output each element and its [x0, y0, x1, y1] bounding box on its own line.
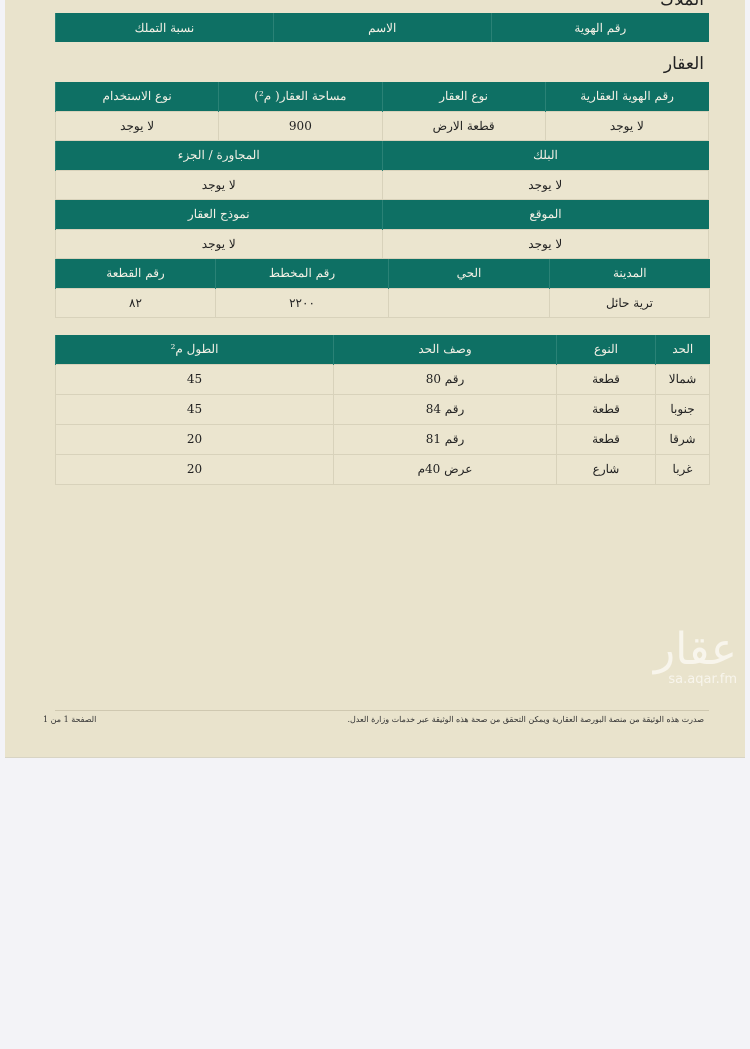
cell: 20 [55, 423, 334, 455]
footer-note: صدرت هذه الوثيقة من منصة البورصة العقاري… [347, 715, 704, 724]
header-cell: البلك [381, 141, 709, 170]
cell: غربا [655, 453, 710, 485]
table-row: غربا شارع عرض 40م 20 [55, 453, 710, 485]
value-cell: لا يوجد [544, 110, 710, 141]
value-cell: 900 [218, 110, 383, 141]
header-cell: الحي [388, 259, 550, 288]
property-table-location: الموقع نموذج العقار لا يوجد لا يوجد [55, 200, 709, 259]
property-title: العقار [663, 54, 704, 74]
header-cell: رقم الهوية العقارية [544, 82, 709, 111]
aqar-watermark-logo: عقار sa.aqar.fm [653, 624, 737, 688]
cell: 20 [55, 453, 334, 485]
value-cell: لا يوجد [381, 169, 709, 200]
table-row: شرقا قطعة رقم 81 20 [55, 423, 710, 455]
header-cell: نموذج العقار [55, 200, 382, 229]
owners-title: الملاك [660, 0, 704, 10]
value-cell: لا يوجد [55, 228, 383, 259]
document-page: الملاك رقم الهوية الاسم نسبة التملك العقار… [5, 0, 745, 758]
cell: شارع [556, 453, 656, 485]
property-table-city: المدينة الحي رقم المخطط رقم القطعة ترية حائ… [55, 259, 710, 318]
value-cell: ٢٢٠٠ [215, 287, 389, 318]
header-cell: المجاورة / الجزء [55, 141, 382, 170]
header-cell: الطول م² [55, 335, 334, 364]
cell: قطعة [556, 423, 656, 455]
cell: جنوبا [655, 393, 710, 425]
owners-header: الاسم [272, 13, 492, 42]
cell: عرض 40م [333, 453, 557, 485]
header-cell: رقم المخطط [215, 259, 389, 288]
header-cell: النوع [556, 335, 656, 364]
cell: قطعة [556, 363, 656, 395]
value-cell: لا يوجد [55, 169, 383, 200]
cell: شرقا [655, 423, 710, 455]
cell: شمالا [655, 363, 710, 395]
watermark-text: عقار [653, 624, 737, 675]
page-number: الصفحة 1 من 1 [43, 715, 97, 724]
boundaries-table: الحد النوع وصف الحد الطول م² شمالا قطعة رقم 8… [55, 335, 710, 485]
owners-header: رقم الهوية [490, 13, 709, 42]
cell: 45 [55, 363, 334, 395]
cell: رقم 84 [333, 393, 557, 425]
table-row: شمالا قطعة رقم 80 45 [55, 363, 710, 395]
header-cell: المدينة [549, 259, 710, 288]
header-cell: الموقع [381, 200, 709, 229]
cell: رقم 80 [333, 363, 557, 395]
value-cell [388, 287, 550, 318]
owners-header: نسبة التملك [55, 13, 274, 42]
header-cell: نوع العقار [381, 82, 546, 111]
cell: 45 [55, 393, 334, 425]
footer-divider [55, 710, 709, 711]
property-table-main: رقم الهوية العقارية نوع العقار مساحة العقا… [54, 82, 710, 141]
value-cell: لا يوجد [54, 110, 220, 141]
cell: رقم 81 [333, 423, 557, 455]
value-cell: قطعة الارض [381, 110, 546, 141]
cell: قطعة [556, 393, 656, 425]
header-cell: الحد [655, 335, 710, 364]
owners-table: رقم الهوية الاسم نسبة التملك [55, 13, 709, 42]
header-cell: نوع الاستخدام [54, 82, 219, 111]
value-cell: ٨٢ [55, 287, 216, 318]
value-cell: ترية حائل [549, 287, 710, 318]
watermark-url: sa.aqar.fm [668, 672, 737, 687]
header-cell: مساحة العقار( م²) [218, 82, 382, 111]
property-table-block: البلك المجاورة / الجزء لا يوجد لا يوجد [55, 141, 709, 200]
table-row: جنوبا قطعة رقم 84 45 [55, 393, 710, 425]
header-cell: رقم القطعة [55, 259, 216, 288]
value-cell: لا يوجد [381, 228, 709, 259]
header-cell: وصف الحد [333, 335, 557, 364]
